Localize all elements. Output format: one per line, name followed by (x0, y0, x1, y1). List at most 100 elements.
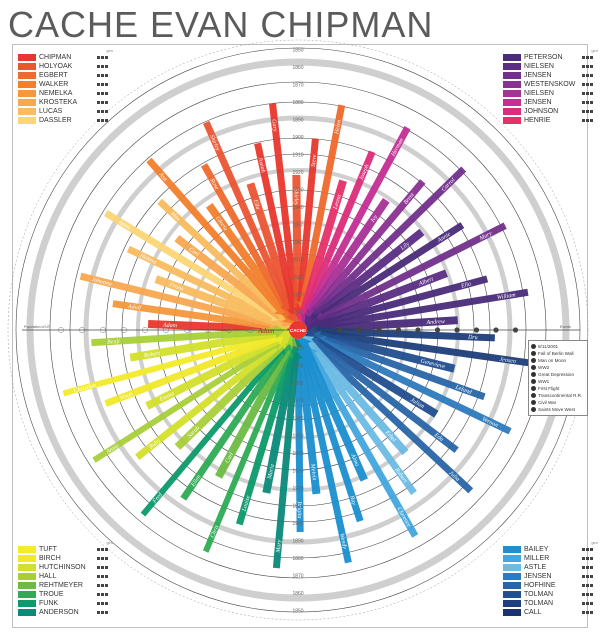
ancestor-line (235, 348, 296, 526)
legend-row: BIRCH (18, 554, 113, 563)
event-row: Transcontinental R.R. (531, 392, 585, 399)
ancestor-line (140, 347, 284, 517)
ancestor-line (157, 198, 286, 319)
ancestor-line (254, 142, 298, 312)
event-dot-icon (531, 379, 536, 384)
ancestor-name: William (497, 292, 517, 301)
population-marker (121, 327, 127, 333)
legend-swatch (18, 54, 36, 61)
ancestor-line (308, 179, 426, 317)
event-row: 9/11/2001 (531, 343, 585, 350)
poster-title: CACHE EVAN CHIPMAN (8, 4, 434, 45)
legend-swatch (503, 546, 521, 553)
population-marker (100, 327, 106, 333)
ancestor-name: Gary (270, 119, 277, 132)
year-label: 1930 (292, 188, 303, 194)
flag-icon (582, 574, 598, 580)
legend-header: gen (106, 48, 113, 53)
ancestor-line (79, 272, 274, 328)
center-badge (289, 321, 307, 339)
legend-surname: DASSLER (39, 117, 72, 124)
event-dot-icon (531, 344, 536, 349)
legend-row: HENRIE (503, 116, 598, 125)
ancestor-line (202, 352, 291, 553)
legend-row: CALL (503, 608, 598, 617)
year-label: 1880 (292, 100, 303, 106)
legend-surname: CALL (524, 609, 542, 616)
legend-swatch (18, 81, 36, 88)
event-marker (356, 327, 363, 333)
ancestor-line (317, 327, 495, 342)
ancestor-name: Josiah (257, 157, 266, 174)
legend-swatch (18, 99, 36, 106)
ancestor-line (306, 344, 417, 495)
ancestor-line (307, 333, 439, 418)
ancestor-name: Joseph (359, 164, 371, 182)
ancestor-name: Adolf (127, 303, 143, 312)
year-label: 1870 (292, 574, 303, 580)
ancestor-name: Asa (157, 171, 168, 182)
ancestor-name: Louise (241, 495, 252, 513)
flag-icon (97, 583, 113, 589)
legend-swatch (18, 582, 36, 589)
ancestor-line (294, 349, 304, 533)
year-label: 1860 (292, 65, 303, 71)
ancestor-name: Eda (432, 432, 444, 443)
ancestor-arrow: Robert (129, 324, 291, 362)
legend-surname: JOHNSON (524, 108, 559, 115)
year-label: 1890 (292, 118, 303, 124)
legend-swatch (503, 582, 521, 589)
legend-surname: NIELSEN (524, 63, 554, 70)
flag-icon (582, 73, 598, 79)
ancestor-name: Ella (251, 198, 260, 210)
event-label: Civil War (538, 400, 557, 405)
legend-surname: LUCAS (39, 108, 63, 115)
year-label: 1960 (292, 416, 303, 422)
year-label: 1940 (292, 205, 303, 211)
flag-icon (97, 91, 113, 97)
population-marker (79, 327, 85, 333)
legend-row: EGBERT (18, 71, 113, 80)
ancestor-name: Brigita (296, 501, 302, 518)
legend-swatch (503, 573, 521, 580)
legend-top-right: gen PETERSON NIELSEN JENSEN WESTENSKOW NIELS… (503, 48, 598, 125)
ancestor-line (314, 166, 467, 315)
legend-swatch (503, 600, 521, 607)
ancestor-name: Dru (467, 335, 478, 341)
flag-icon (97, 109, 113, 115)
legend-row: ANDERSON (18, 608, 113, 617)
ancestor-name: Annie (105, 443, 121, 456)
ancestor-line (145, 332, 288, 410)
year-label: 1980 (292, 381, 303, 387)
flag-icon (97, 547, 113, 553)
ancestor-line (300, 354, 352, 564)
legend-swatch (503, 609, 521, 616)
year-label: 1980 (292, 275, 303, 281)
ancestor-name: Leona (332, 194, 342, 211)
year-label: 1850 (292, 48, 303, 54)
event-label: Saints Move West (538, 407, 575, 412)
legend-swatch (18, 591, 36, 598)
legend-surname: CHIPMAN (39, 54, 72, 61)
population-marker (163, 327, 169, 333)
legend-surname: TUFT (39, 546, 57, 553)
legend-row: HOLYOAK (18, 62, 113, 71)
legend-row: TROUE (18, 590, 113, 599)
ancestor-line (62, 333, 274, 397)
event-dot-icon (531, 393, 536, 398)
ancestor-name: Mary (276, 539, 283, 554)
ancestor-line (302, 150, 376, 313)
ancestor-name: Albert (417, 276, 434, 287)
year-label: 1910 (292, 153, 303, 159)
ancestor-line (307, 350, 419, 538)
legend-surname: HALL (39, 573, 57, 580)
ancestor-line (300, 347, 364, 523)
ancestor-line (104, 333, 281, 407)
legend-surname: BAILEY (524, 546, 549, 553)
legend-swatch (18, 573, 36, 580)
legend-swatch (503, 591, 521, 598)
ancestor-name: Chris (210, 524, 221, 539)
center-label: CACHE (290, 328, 306, 333)
ancestor-line (299, 341, 368, 482)
ancestor-line (135, 339, 285, 460)
